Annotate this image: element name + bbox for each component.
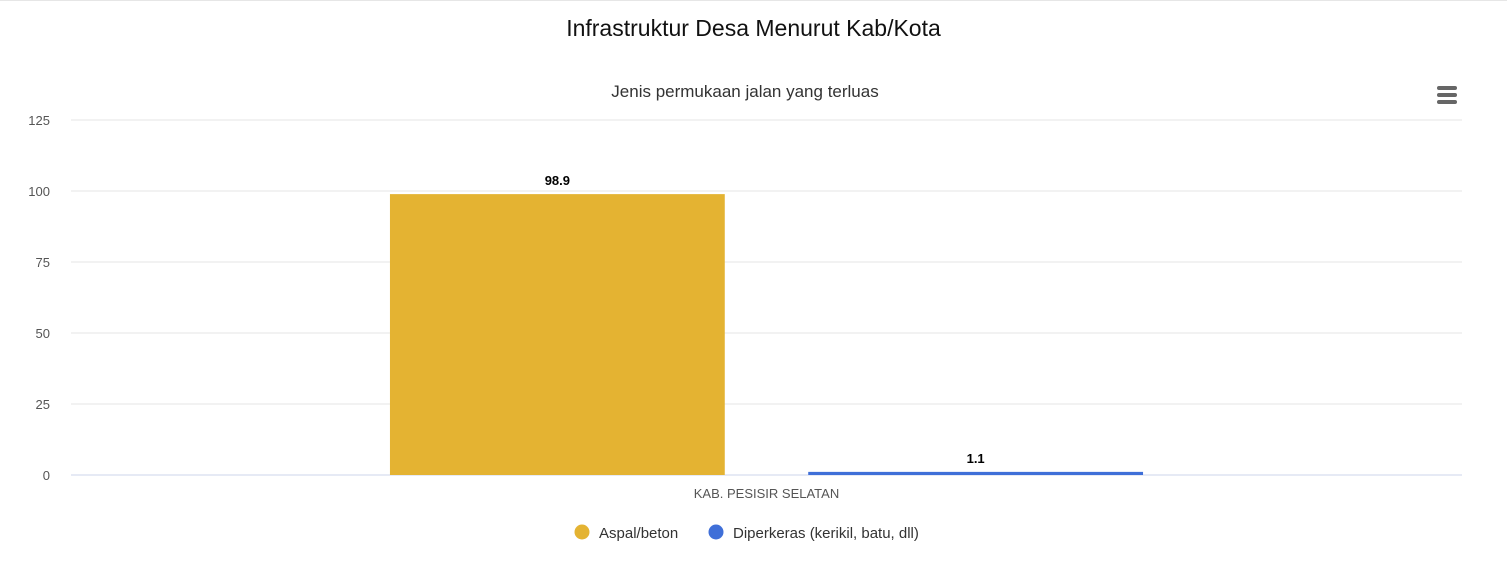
legend-label: Diperkeras (kerikil, batu, dll) (733, 525, 919, 542)
legend-item[interactable]: Aspal/beton (574, 524, 679, 543)
bars (389, 194, 1144, 475)
chart-subtitle: Jenis permukaan jalan yang terluas (611, 82, 878, 101)
y-tick-label: 100 (28, 184, 50, 199)
y-tick-label: 75 (36, 255, 50, 270)
page-title: Infrastruktur Desa Menurut Kab/Kota (566, 15, 941, 41)
hamburger-menu-icon[interactable] (1432, 82, 1462, 108)
y-tick-label: 25 (36, 397, 50, 412)
y-tick-label: 125 (28, 113, 50, 128)
top-border (0, 0, 1507, 1)
legend-item[interactable]: Diperkeras (kerikil, batu, dll) (708, 524, 919, 543)
x-axis: KAB. PESISIR SELATAN (694, 486, 839, 501)
legend-symbol (708, 524, 724, 540)
bar-diperkeras[interactable] (808, 471, 1144, 475)
data-label: 1.1 (967, 451, 985, 466)
y-tick-label: 50 (36, 326, 50, 341)
bar-aspal-beton[interactable] (389, 194, 725, 475)
grid-lines (71, 119, 1462, 476)
legend-symbol (574, 524, 590, 540)
y-tick-label: 0 (43, 468, 50, 483)
y-axis: 0 25 50 75 100 125 (28, 113, 50, 483)
x-category-label: KAB. PESISIR SELATAN (694, 486, 839, 501)
legend: Aspal/beton Diperkeras (kerikil, batu, dl… (574, 524, 919, 543)
legend-label: Aspal/beton (599, 525, 678, 542)
data-labels: 98.9 1.1 (545, 173, 985, 466)
data-label: 98.9 (545, 173, 570, 188)
